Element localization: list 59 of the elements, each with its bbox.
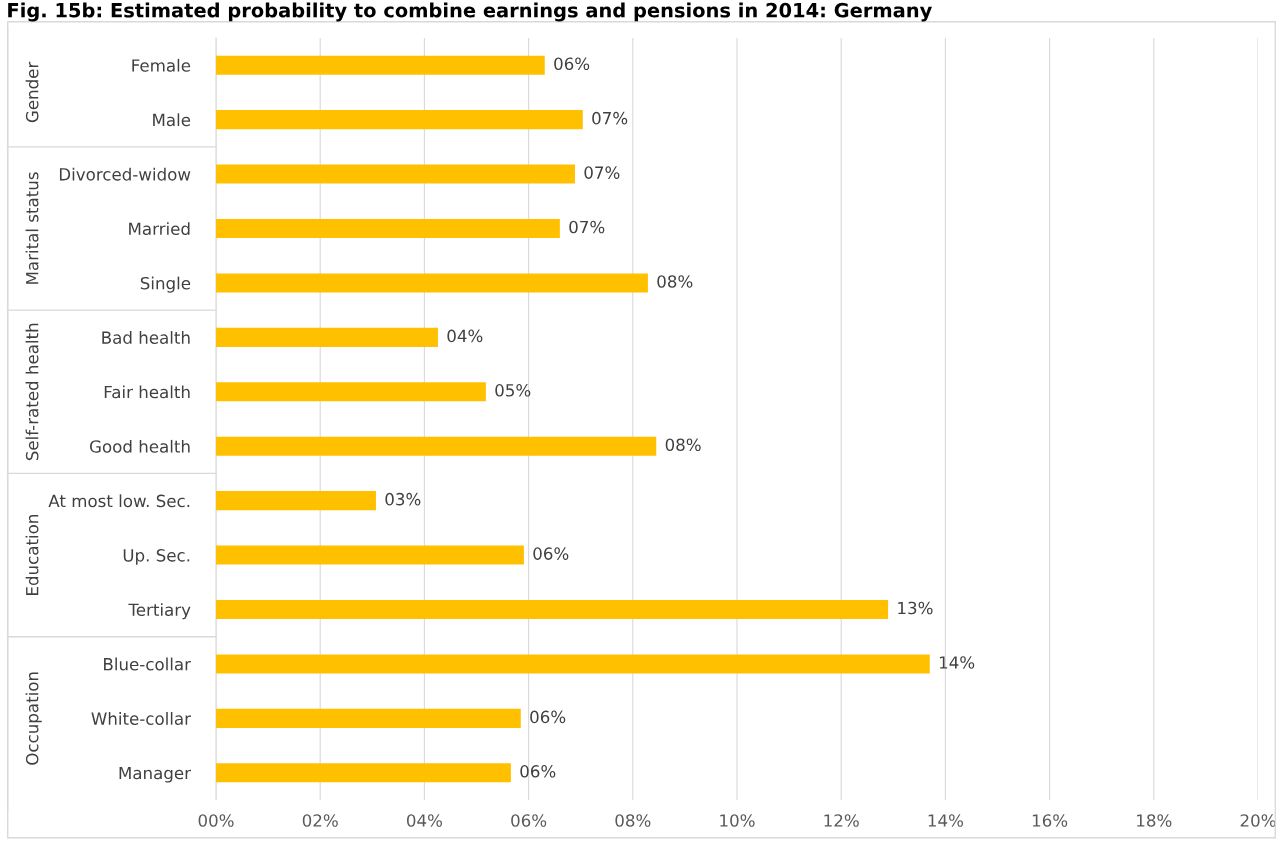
y-tick-label: At most low. Sec. [48,494,190,508]
x-tick-label: 16% [1032,814,1068,827]
y-tick-label: White-collar [91,712,191,725]
bar [216,436,657,456]
data-label: 08% [657,275,693,288]
bar [216,218,560,239]
y-tick-label: Divorced-widow [59,167,191,181]
data-label: 05% [495,384,531,397]
text: Gender [25,61,39,123]
text: Self-rated health [25,323,39,461]
y-tick-label: Bad health [102,331,190,344]
bar [216,55,545,75]
bar [216,654,930,674]
data-label: 06% [554,57,590,71]
bar [216,164,575,184]
x-tick-label: 18% [1137,814,1172,827]
bar [216,763,511,783]
bar [216,327,438,347]
x-tick-label: 08% [615,814,651,827]
bar [216,382,486,402]
data-label: 06% [520,765,556,778]
y-tick-label: Single [140,276,191,293]
data-label: 07% [592,111,628,125]
y-tick-label: Up. Sec. [123,549,190,565]
text: Occupation [25,672,42,765]
y-tick-label: Female [132,58,191,72]
data-label: 13% [898,601,933,615]
bar [216,708,521,728]
data-label: 07% [569,220,605,234]
x-tick-label: 12% [824,814,859,827]
bar [216,491,376,511]
x-tick-label: 04% [406,814,442,827]
y-tick-label: Tertiary [128,603,191,620]
x-tick-label: 06% [511,814,547,827]
x-tick-label: 00% [198,814,234,827]
text: Education [25,515,39,595]
x-tick-label: 14% [928,814,963,827]
text: Marital status [25,172,39,284]
chart-title: Fig. 15b: Estimated probability to combine earnings and pensions in 2014: Germany [8,2,932,22]
y-tick-label: Manager [119,766,191,783]
data-label: 06% [530,710,566,724]
bar [216,599,889,620]
bar [216,273,648,293]
y-tick-label: Married [129,222,190,236]
data-label: 03% [385,492,421,506]
x-tick-label: 10% [720,814,755,827]
data-label: 06% [533,547,569,560]
bar [216,110,583,130]
y-tick-label: Fair health [104,385,190,399]
x-tick-label: 20% [1240,814,1276,827]
data-label: 07% [584,166,620,179]
data-label: 14% [939,656,975,669]
bar [216,545,524,565]
data-label: 04% [447,329,483,343]
y-tick-label: Good health [89,439,190,453]
y-tick-label: Male [153,113,191,127]
x-tick-label: 02% [302,814,338,827]
y-tick-label: Blue-collar [104,657,191,671]
data-label: 08% [665,438,701,452]
